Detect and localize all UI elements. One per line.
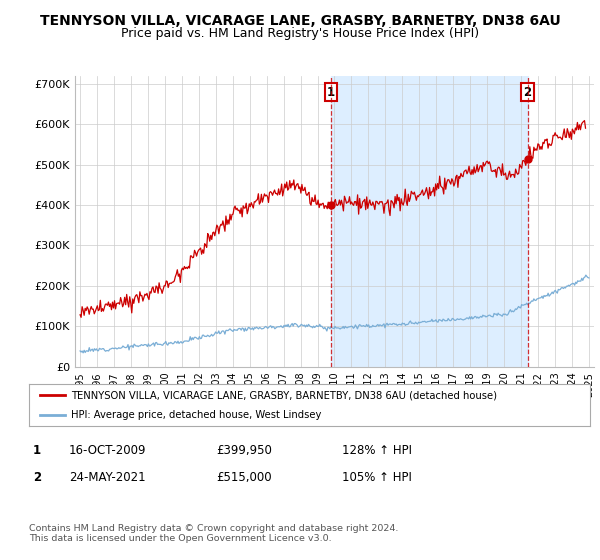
Text: £399,950: £399,950	[216, 444, 272, 458]
Text: 2: 2	[33, 470, 41, 484]
Bar	[331, 76, 527, 367]
Text: 1: 1	[33, 444, 41, 458]
Text: 24-MAY-2021: 24-MAY-2021	[69, 470, 146, 484]
Text: 16-OCT-2009: 16-OCT-2009	[69, 444, 146, 458]
Text: HPI: Average price, detached house, West Lindsey: HPI: Average price, detached house, West…	[71, 410, 321, 420]
Text: 1: 1	[327, 86, 335, 99]
Text: 2: 2	[523, 86, 532, 99]
Text: £515,000: £515,000	[216, 470, 272, 484]
Text: TENNYSON VILLA, VICARAGE LANE, GRASBY, BARNETBY, DN38 6AU (detached house): TENNYSON VILLA, VICARAGE LANE, GRASBY, B…	[71, 390, 497, 400]
Text: Price paid vs. HM Land Registry's House Price Index (HPI): Price paid vs. HM Land Registry's House …	[121, 27, 479, 40]
Text: Contains HM Land Registry data © Crown copyright and database right 2024.
This d: Contains HM Land Registry data © Crown c…	[29, 524, 398, 543]
Text: 128% ↑ HPI: 128% ↑ HPI	[342, 444, 412, 458]
Text: 105% ↑ HPI: 105% ↑ HPI	[342, 470, 412, 484]
Text: TENNYSON VILLA, VICARAGE LANE, GRASBY, BARNETBY, DN38 6AU: TENNYSON VILLA, VICARAGE LANE, GRASBY, B…	[40, 14, 560, 28]
